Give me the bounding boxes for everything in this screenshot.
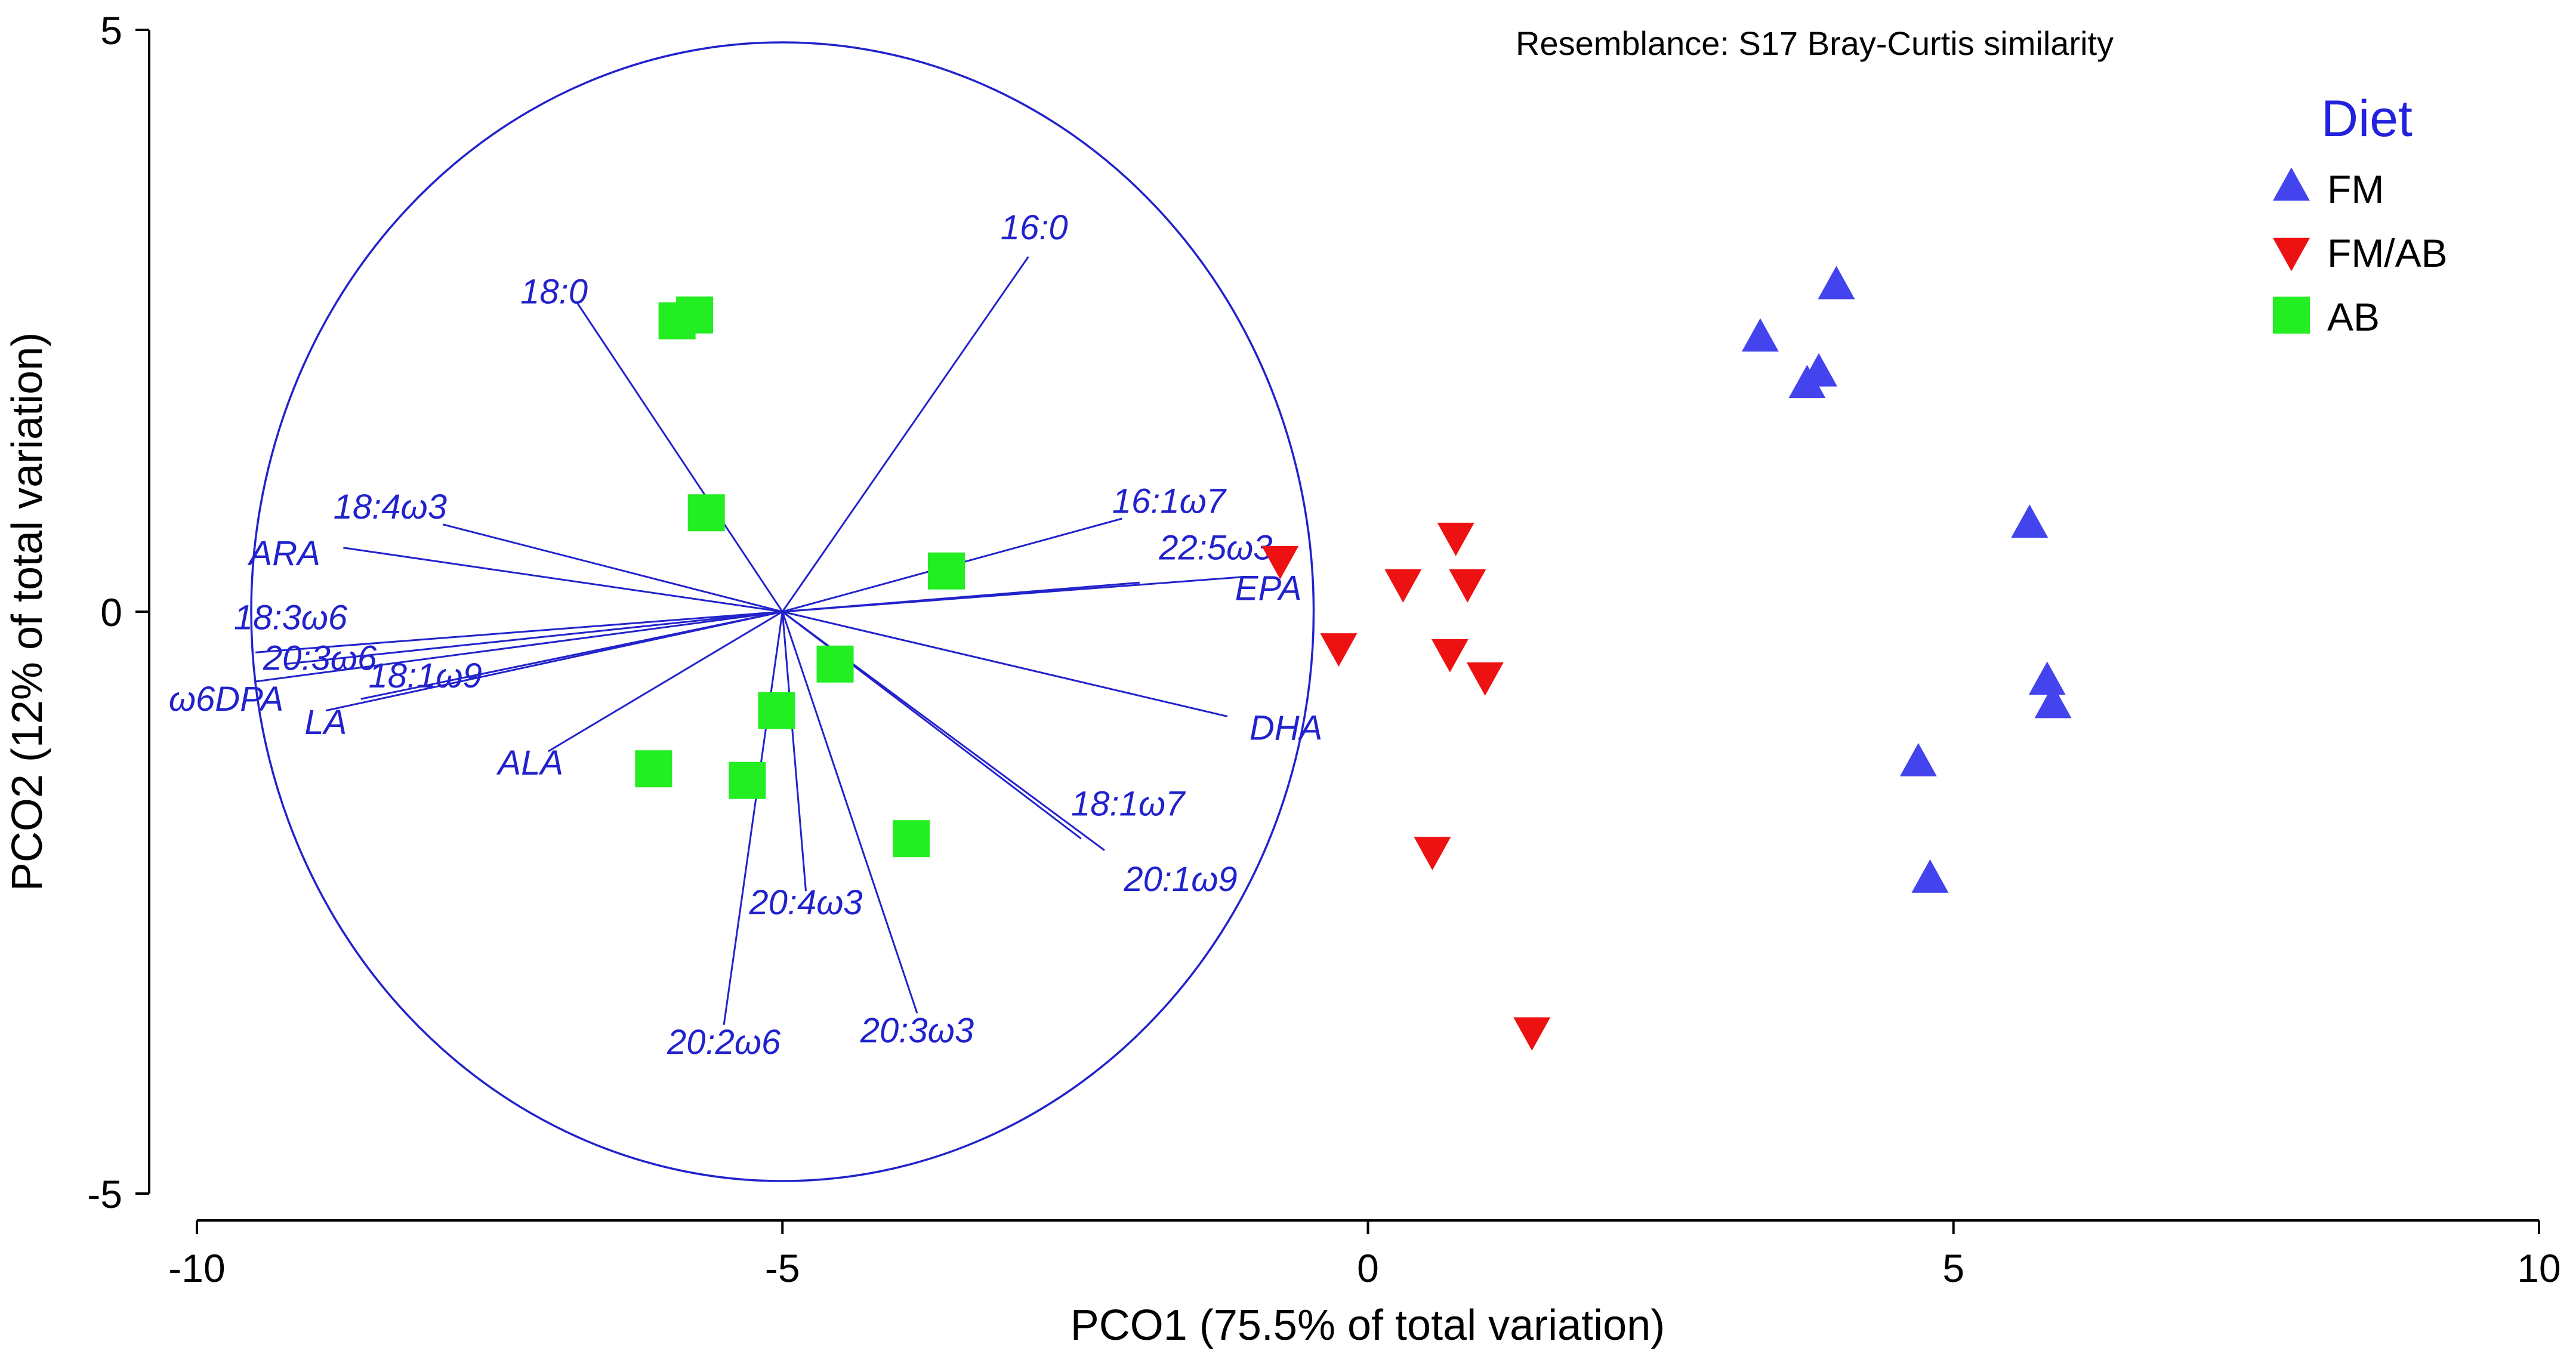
legend-marker-ab — [2273, 297, 2310, 334]
data-point-fm — [1788, 365, 1826, 399]
vector-label: 20:3ω3 — [860, 1012, 974, 1050]
legend-label: FM/AB — [2327, 231, 2448, 275]
data-point-fm-ab — [1384, 569, 1422, 603]
data-point-fm — [1818, 266, 1855, 300]
data-point-fm — [1911, 859, 1949, 893]
y-tick-label: -5 — [87, 1172, 122, 1216]
vector-line — [782, 611, 1228, 717]
data-point-ab — [635, 750, 672, 788]
y-axis-title: PCO2 (12% of total variation) — [4, 332, 51, 891]
vector-label: 18:3ω6 — [234, 598, 348, 637]
vector-label: 20:1ω9 — [1123, 860, 1237, 899]
vector-line — [547, 611, 783, 753]
data-point-fm-ab — [1437, 522, 1474, 556]
vector-line — [255, 611, 783, 653]
y-tick-label: 0 — [100, 590, 122, 634]
x-tick-label: -5 — [765, 1246, 800, 1290]
x-tick-label: 0 — [1357, 1246, 1379, 1290]
data-point-ab — [658, 302, 696, 340]
vector-label: LA — [304, 703, 347, 742]
vector-line — [576, 303, 783, 612]
data-point-ab — [816, 645, 854, 683]
data-point-ab — [729, 761, 766, 799]
correlation-circle — [250, 41, 1315, 1182]
data-point-fm — [2011, 504, 2049, 538]
data-point-fm-ab — [1513, 1017, 1551, 1051]
data-point-fm — [2028, 661, 2066, 695]
data-point-fm-ab — [1449, 569, 1486, 603]
vector-line — [781, 611, 807, 892]
data-point-fm-ab — [1466, 662, 1504, 696]
x-tick-label: -10 — [168, 1246, 225, 1290]
vector-label: ARA — [248, 534, 320, 573]
vector-label: 18:0 — [520, 272, 588, 311]
legend-marker-fm — [2273, 167, 2310, 201]
vector-line — [343, 547, 783, 613]
vector-label: ω6DPA — [169, 680, 283, 719]
vector-line — [325, 611, 783, 712]
x-tick-label: 5 — [1942, 1246, 1964, 1290]
data-point-fm-ab — [1320, 633, 1358, 667]
legend-marker-fm-ab — [2273, 238, 2310, 272]
vector-label: 18:4ω3 — [334, 488, 447, 526]
vector-label: 20:2ω6 — [667, 1023, 781, 1062]
data-point-fm — [1741, 318, 1779, 352]
legend-label: FM — [2327, 167, 2384, 211]
x-axis-title: PCO1 (75.5% of total variation) — [1070, 1302, 1665, 1349]
legend-label: AB — [2327, 295, 2380, 339]
y-tick-label: 5 — [100, 8, 122, 53]
vector-label: 20:3ω6 — [263, 639, 377, 678]
vector-label: DHA — [1250, 709, 1322, 748]
data-point-fm — [1899, 743, 1937, 776]
vector-line — [781, 611, 918, 1014]
vector-line — [255, 611, 783, 683]
data-point-fm — [2034, 685, 2072, 719]
vector-line — [782, 256, 1029, 612]
data-point-fm-ab — [1261, 545, 1299, 579]
vector-label: 22:5ω3 — [1158, 528, 1272, 567]
x-tick-label: 10 — [2517, 1246, 2560, 1290]
vector-label: 16:0 — [1001, 208, 1068, 247]
vector-label: 18:1ω7 — [1071, 784, 1186, 823]
vector-label: 20:4ω3 — [748, 883, 862, 922]
data-point-fm-ab — [1414, 837, 1451, 871]
vector-line — [442, 523, 783, 613]
vector-line — [723, 611, 783, 1025]
data-point-ab — [928, 552, 965, 590]
data-point-ab — [893, 820, 930, 858]
vector-line — [285, 611, 783, 665]
data-point-ab — [687, 494, 725, 532]
legend: Diet FM FM/AB AB — [2273, 90, 2448, 339]
resemblance-annotation: Resemblance: S17 Bray-Curtis similarity — [1516, 24, 2114, 62]
vector-label: 16:1ω7 — [1112, 482, 1227, 520]
data-point-fm-ab — [1431, 639, 1469, 673]
vector-line — [782, 576, 1245, 613]
vector-label: EPA — [1235, 569, 1302, 608]
vector-label: ALA — [496, 744, 563, 782]
data-point-ab — [758, 692, 795, 729]
legend-title: Diet — [2321, 90, 2413, 147]
